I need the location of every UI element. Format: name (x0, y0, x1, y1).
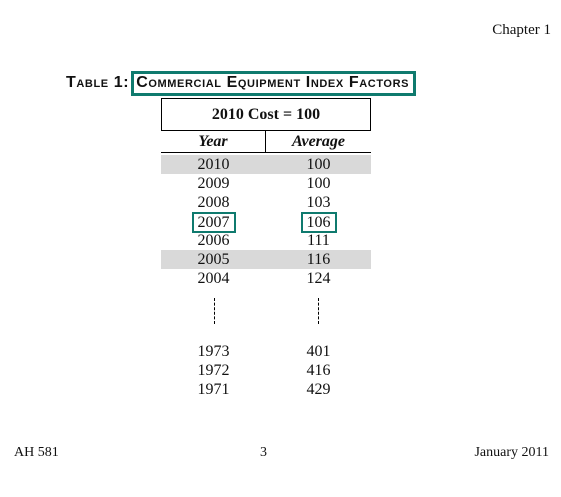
average-cell: 111 (307, 232, 330, 249)
average-cell: 100 (306, 156, 331, 173)
year-cell: 2005 (197, 251, 230, 268)
year-cell-highlighted: 2007 (191, 212, 236, 233)
table-title: Table 1: Commercial Equipment Index Facto… (66, 71, 417, 96)
average-cell: 124 (306, 270, 331, 287)
column-header-row: Year Average (161, 130, 371, 153)
footer-page-number: 3 (260, 445, 267, 460)
ellipsis-year (214, 298, 215, 324)
column-header-average: Average (291, 133, 345, 150)
cost-base-header: 2010 Cost = 100 (161, 98, 371, 131)
chapter-label: Chapter 1 (492, 22, 551, 38)
average-cell-highlighted: 106 (300, 212, 337, 233)
table-row: 2010 100 (161, 155, 371, 174)
table-number: Table 1: (66, 74, 130, 91)
table-row: 2005 116 (161, 250, 371, 269)
table-row: 1972 416 (161, 361, 371, 380)
year-cell: 1971 (197, 381, 230, 398)
table-row: 1971 429 (161, 380, 371, 399)
footer-date: January 2011 (474, 445, 549, 460)
table-row: 2008 103 (161, 193, 371, 212)
average-cell: 100 (306, 175, 331, 192)
year-cell: 2008 (197, 194, 230, 211)
column-header-year: Year (198, 133, 228, 150)
column-divider (265, 130, 266, 152)
year-cell: 1973 (197, 343, 230, 360)
table-row: 2006 111 (161, 231, 371, 250)
footer-doc-id: AH 581 (14, 445, 59, 460)
table-row: 2009 100 (161, 174, 371, 193)
year-cell: 2006 (197, 232, 230, 249)
year-cell: 2010 (197, 156, 230, 173)
average-cell: 429 (306, 381, 331, 398)
year-cell: 2004 (197, 270, 230, 287)
table-title-highlight: Commercial Equipment Index Factors (131, 71, 417, 96)
average-cell: 401 (306, 343, 331, 360)
year-cell: 2009 (197, 175, 230, 192)
ellipsis-average (318, 298, 319, 324)
table-row: 2004 124 (161, 269, 371, 288)
table-row: 1973 401 (161, 342, 371, 361)
year-cell: 1972 (197, 362, 230, 379)
average-cell: 116 (306, 251, 331, 268)
table-row-highlighted: 2007 106 (161, 212, 371, 233)
average-cell: 416 (306, 362, 331, 379)
average-cell: 103 (306, 194, 331, 211)
